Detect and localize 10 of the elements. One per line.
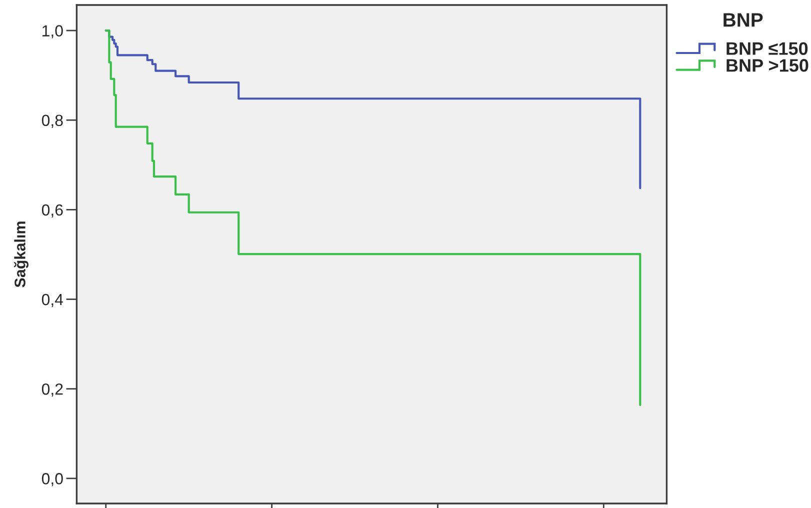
- legend-label: BNP ≤150: [726, 42, 808, 55]
- legend-label: BNP >150: [726, 59, 808, 72]
- y-tick-label: 0,8: [42, 114, 63, 128]
- legend-title: BNP: [724, 13, 763, 27]
- y-tick-label: 0,2: [42, 383, 63, 397]
- y-tick-label: 0,6: [42, 204, 63, 218]
- y-axis-title: Sağkalım: [14, 222, 28, 288]
- y-tick-label: 1,0: [42, 25, 63, 38]
- y-tick-label: 0,0: [42, 473, 63, 486]
- y-tick-label: 0,4: [42, 294, 64, 308]
